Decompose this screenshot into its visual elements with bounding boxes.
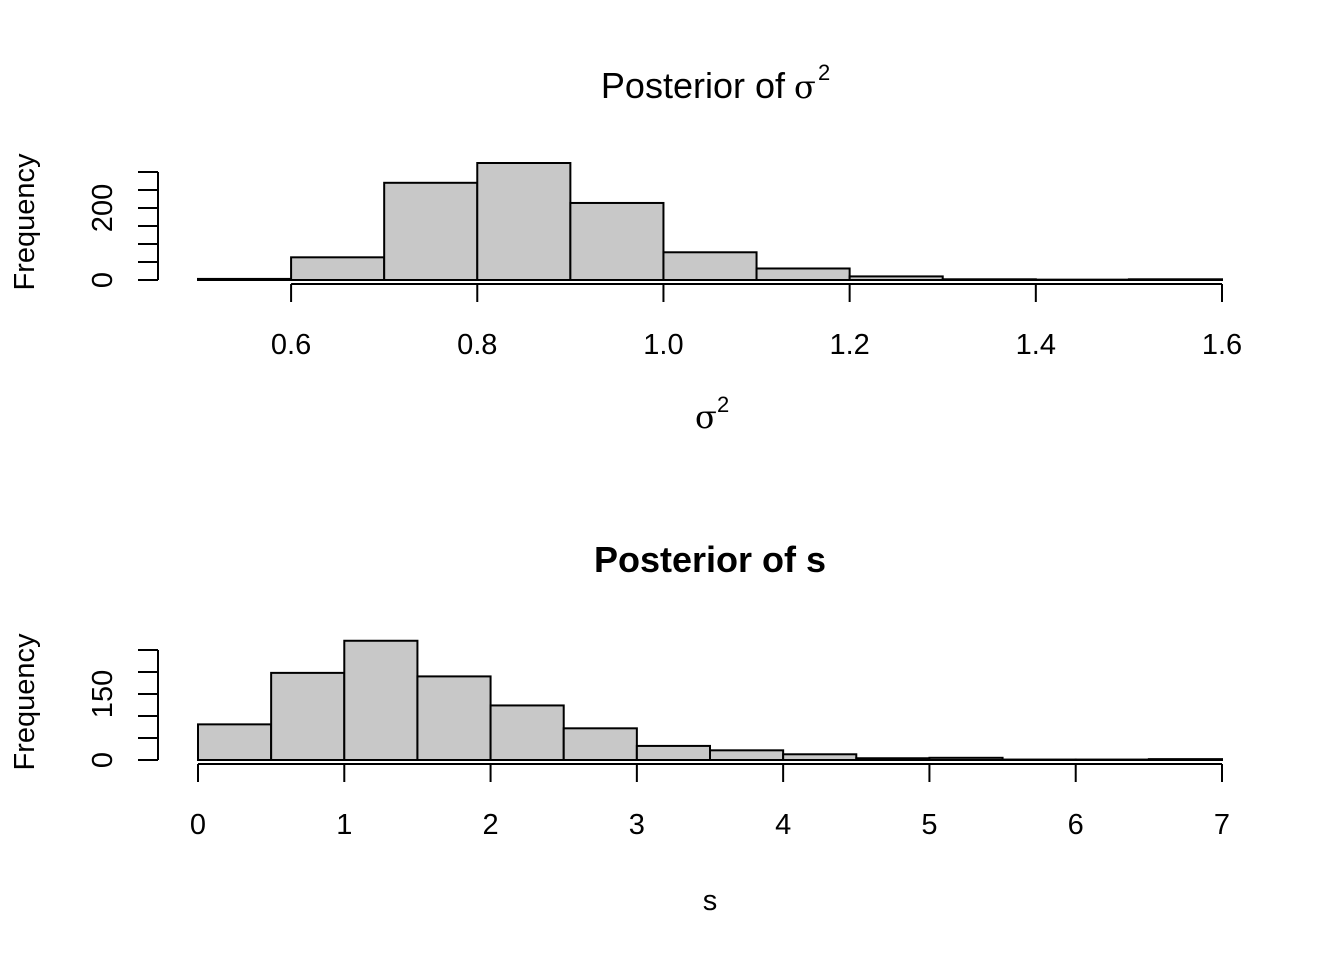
x-axis-label-s: s — [703, 885, 718, 917]
y-axis-label-s: Frequency — [9, 633, 41, 771]
histogram-bar — [635, 744, 711, 761]
x-axis-s: 0 1 2 3 4 5 6 7 — [190, 763, 1230, 841]
y-tick-label: 200 — [87, 184, 119, 232]
x-tick-label: 0.6 — [271, 329, 311, 361]
x-tick-label: 4 — [775, 809, 791, 841]
x-tick-label: 6 — [1068, 809, 1084, 841]
histogram-bar — [928, 756, 1004, 761]
y-tick-label: 150 — [87, 670, 119, 718]
histogram-bar — [855, 757, 931, 761]
x-axis-sigma2: 0.6 0.8 1.0 1.2 1.4 1.6 — [271, 283, 1242, 361]
histogram-sigma2: Posterior of σ 2 0.6 0.8 1.0 1.2 1.4 1.6 0 200… — [9, 60, 1242, 436]
x-tick-label: 0 — [190, 809, 206, 841]
x-tick-label: 1 — [336, 809, 352, 841]
y-tick-label: 0 — [87, 752, 119, 768]
histogram-bar — [489, 704, 565, 762]
histogram-bar — [709, 749, 785, 762]
title-sigma-symbol: σ — [794, 68, 816, 106]
histogram-bar — [343, 639, 419, 762]
bars-sigma2 — [197, 162, 1223, 282]
histogram-bar — [782, 753, 858, 762]
histogram-bar — [270, 671, 346, 762]
x-tick-label: 5 — [921, 809, 937, 841]
histogram-bar — [1127, 278, 1223, 281]
histogram-bar — [416, 675, 492, 762]
histogram-s: Posterior of s 0 1 2 3 4 5 6 7 0 150 s Frequency — [9, 539, 1230, 917]
y-axis-s: 0 150 — [87, 649, 159, 768]
y-tick-label: 0 — [87, 272, 119, 288]
histogram-bar — [1147, 758, 1224, 761]
chart-title-sigma2: Posterior of — [601, 65, 786, 106]
histogram-bar — [941, 278, 1037, 281]
histogram-bar — [562, 727, 638, 762]
histogram-bar — [197, 277, 293, 282]
y-axis-label-sigma2: Frequency — [9, 153, 41, 291]
title-sigma-superscript: 2 — [818, 60, 830, 85]
histogram-bar — [290, 256, 386, 282]
x-axis-label-sigma: σ — [695, 398, 717, 436]
x-tick-label: 2 — [483, 809, 499, 841]
histogram-bar — [755, 267, 851, 282]
histogram-bar — [662, 251, 758, 281]
x-tick-label: 1.4 — [1016, 329, 1056, 361]
x-tick-label: 0.8 — [457, 329, 497, 361]
x-tick-label: 3 — [629, 809, 645, 841]
y-axis-sigma2: 0 200 — [87, 171, 159, 288]
bars-s — [197, 639, 1224, 762]
x-tick-label: 1.6 — [1202, 329, 1242, 361]
x-tick-label: 1.0 — [643, 329, 683, 361]
chart-title-s: Posterior of s — [594, 539, 826, 580]
histogram-bar — [383, 181, 479, 281]
x-axis-label-superscript: 2 — [717, 392, 729, 417]
x-tick-label: 1.2 — [829, 329, 869, 361]
histogram-bar — [848, 275, 944, 281]
histogram-bar — [197, 723, 273, 761]
x-tick-label: 7 — [1214, 809, 1230, 841]
histogram-bar — [569, 201, 665, 282]
histogram-bar — [476, 162, 572, 281]
